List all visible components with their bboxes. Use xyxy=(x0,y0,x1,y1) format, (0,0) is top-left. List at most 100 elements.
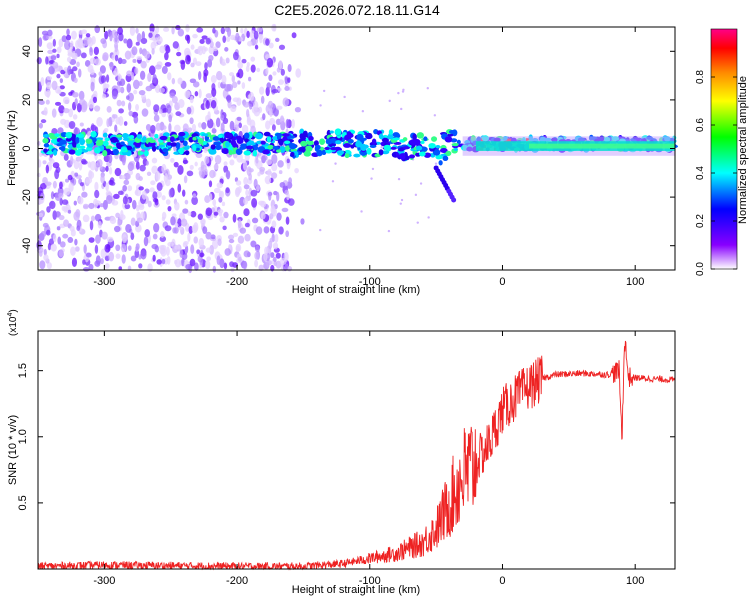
spectrogram-cell xyxy=(183,146,190,151)
spectrogram-cell xyxy=(314,145,320,152)
spectrogram-cell xyxy=(76,102,82,113)
spectrogram-cell xyxy=(136,134,143,139)
spectrogram-cell xyxy=(72,66,78,72)
spectrogram-cell xyxy=(246,117,252,126)
spectrogram-cell xyxy=(207,118,214,129)
spectrogram-cell xyxy=(198,88,202,99)
colorbar-tick-label: 0.2 xyxy=(695,214,706,228)
spectrogram-cell xyxy=(400,198,404,202)
spectrogram-cell xyxy=(182,189,186,197)
spectrogram-cell xyxy=(208,54,214,62)
spectrogram-cell xyxy=(121,254,126,264)
spectrogram-cell xyxy=(420,140,425,144)
spectrogram-cell xyxy=(56,46,62,54)
spectrogram-cell xyxy=(163,173,169,183)
spectrogram-cell xyxy=(334,128,342,136)
spectrogram-cell xyxy=(194,262,199,271)
spectrogram-cell xyxy=(213,163,219,170)
spectrogram-cell xyxy=(290,151,295,157)
spectrogram-cell xyxy=(272,145,280,150)
spectrogram-cell xyxy=(76,225,81,231)
spectrogram-cell xyxy=(208,180,213,188)
spectrogram-cell xyxy=(123,38,128,44)
spectrogram-cell xyxy=(156,259,163,265)
spectrogram-cell xyxy=(218,134,223,138)
spectrogram-cell xyxy=(255,226,263,235)
spectrogram-cell xyxy=(229,159,235,166)
spectrogram-cell xyxy=(240,28,244,34)
spectrogram-cell xyxy=(156,182,163,191)
spectrogram-cell xyxy=(266,158,273,165)
spectrogram-cell xyxy=(285,118,290,129)
spectrogram-cell xyxy=(205,231,212,240)
spectrogram-cell xyxy=(444,136,453,143)
spectrogram-cell xyxy=(272,242,279,250)
spectrogram-cell xyxy=(148,65,156,76)
spectrogram-cell xyxy=(65,178,70,183)
spectrogram-cell xyxy=(161,211,167,220)
spectrogram-cell xyxy=(147,263,153,272)
spectrogram-cell xyxy=(58,192,64,199)
x-tick-label: -300 xyxy=(93,276,115,288)
snr-y-scale-label: (x104) xyxy=(7,309,19,336)
spectrogram-cell xyxy=(132,199,137,210)
spectrogram-cell xyxy=(319,104,322,107)
spectrogram-cell xyxy=(153,114,160,122)
spectrogram-cell xyxy=(71,257,78,268)
spectrogram-cell xyxy=(102,52,109,61)
spectrogram-cell xyxy=(155,122,162,131)
spectrogram-cell xyxy=(213,211,219,216)
spectrogram-cell xyxy=(195,152,203,159)
spectrogram-cell xyxy=(412,133,417,141)
spectrogram-cell xyxy=(145,160,149,166)
spectrogram-cell xyxy=(76,61,80,68)
spectrogram-cell xyxy=(56,143,63,147)
spectrogram-cell xyxy=(250,56,256,62)
spectrogram-cell xyxy=(45,81,52,90)
spectrogram-marks xyxy=(35,23,679,274)
spectrogram-cell xyxy=(68,149,76,155)
snr-frame xyxy=(37,330,676,570)
spectrogram-cell xyxy=(249,30,256,40)
spectrogram-cell xyxy=(256,27,263,33)
chart-title: C2E5.2026.072.18.11.G14 xyxy=(274,2,440,18)
y-tick-label: 20 xyxy=(21,94,33,106)
spectrogram-cell xyxy=(149,23,155,33)
spectrogram-cell xyxy=(103,128,109,133)
spectrogram-cell xyxy=(152,191,158,200)
spectrogram-cell xyxy=(87,64,94,73)
spectrogram-cell xyxy=(371,138,377,145)
spectrogram-cell xyxy=(369,144,377,148)
spectrogram-cell xyxy=(442,155,449,162)
spectrogram-cell xyxy=(287,198,295,206)
spectrogram-cell xyxy=(38,250,43,257)
spectrogram-cell xyxy=(143,236,149,247)
spectrogram-cell xyxy=(238,122,242,129)
spectrogram-cell xyxy=(416,221,419,224)
spectrogram-cell xyxy=(161,258,166,265)
spectrogram-cell xyxy=(264,246,269,256)
spectrogram-cell xyxy=(265,120,271,130)
spectrogram-cell xyxy=(246,62,250,67)
spectrogram-cell xyxy=(255,132,263,140)
spectrogram-cell xyxy=(205,99,210,110)
spectrogram-cell xyxy=(243,197,249,205)
spectrogram-cell xyxy=(117,190,124,196)
spectrogram-cell xyxy=(78,68,82,78)
spectrogram-cell xyxy=(140,249,147,260)
spectrogram-cell xyxy=(212,136,221,141)
spectrogram-cell xyxy=(47,242,52,251)
spectrogram-cell xyxy=(268,192,272,201)
spectrogram-cell xyxy=(254,259,259,268)
spectrogram-cell xyxy=(154,64,162,70)
spectrogram-cell xyxy=(343,143,352,148)
spectrogram-cell xyxy=(72,141,77,148)
spectrogram-cell xyxy=(281,133,290,137)
spectrogram-cell xyxy=(118,115,124,126)
spectrogram-cell xyxy=(99,65,106,74)
spectrogram-cell xyxy=(52,162,60,169)
spectrogram-cell xyxy=(228,149,233,156)
spectrogram-cell xyxy=(279,182,286,188)
spectrogram-cell xyxy=(135,160,140,170)
spectrogram-cell xyxy=(190,44,195,50)
